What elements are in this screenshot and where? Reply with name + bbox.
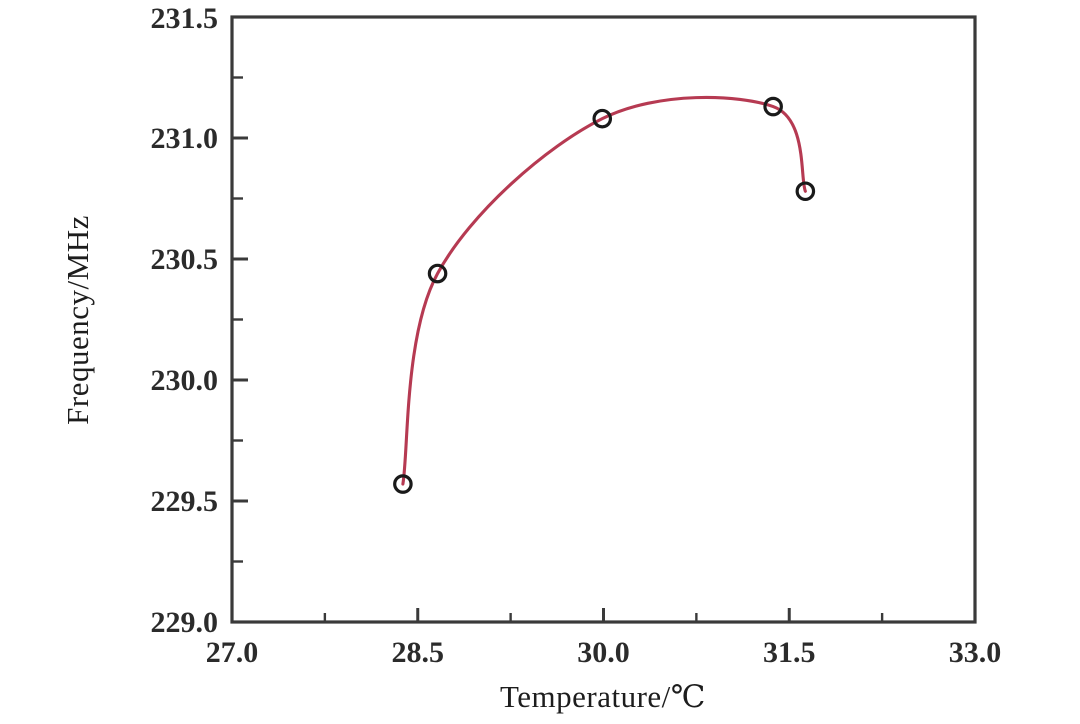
data-point-marker-4 [795,181,816,202]
series-curve-line [401,95,807,486]
y-tick-label-4: 231.0 [151,122,219,155]
data-series [393,95,816,494]
x-tick-label-0: 27.0 [206,636,259,669]
x-tick-label-2: 30.0 [577,636,630,669]
data-point-marker-1 [427,263,448,284]
y-tick-label-0: 229.0 [151,606,219,639]
series-markers [393,96,816,494]
x-tick-label-4: 33.0 [949,636,1002,669]
x-axis-title: Temperature/℃ [500,679,706,714]
x-axis-ticks [230,608,977,622]
data-point-marker-0 [393,474,413,494]
plot-frame [230,15,977,624]
x-tick-label-1: 28.5 [392,636,445,669]
data-point-marker-3 [763,96,783,117]
y-axis-title: Frequency/MHz [60,215,95,425]
data-point-marker-2 [592,108,613,129]
y-axis-ticks [232,15,248,624]
y-tick-label-2: 230.0 [151,364,219,397]
y-tick-label-1: 229.5 [151,485,219,518]
x-tick-labels: 27.0 28.5 30.0 31.5 33.0 [206,636,1002,669]
y-tick-labels: 229.0 229.5 230.0 230.5 231.0 231.5 [151,2,219,639]
y-tick-label-3: 230.5 [151,243,219,276]
x-tick-label-3: 31.5 [763,636,816,669]
y-tick-label-5: 231.5 [151,2,219,35]
